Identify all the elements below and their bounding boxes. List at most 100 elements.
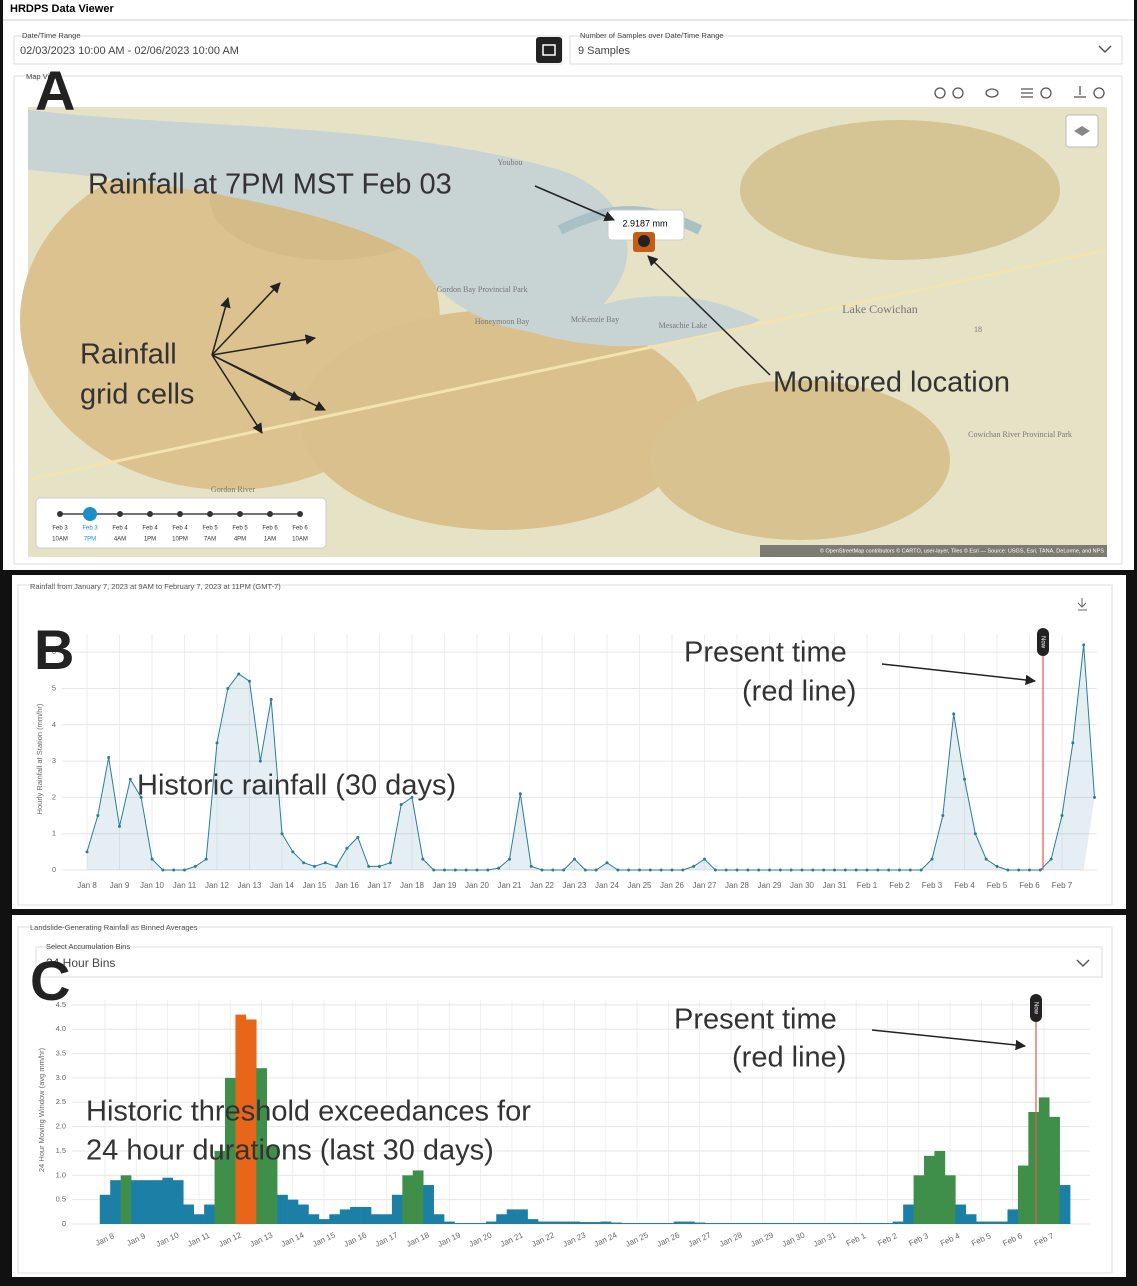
chart-b-panel (12, 575, 1126, 909)
x-tick-label: Jan 20 (465, 881, 490, 890)
bar (537, 1221, 549, 1224)
bar (892, 1221, 904, 1224)
chart-b-frame (17, 584, 1113, 906)
bar (183, 1204, 194, 1224)
annotation: Present time (674, 1004, 837, 1036)
timeline-stop[interactable] (177, 511, 183, 517)
place-label: Gordon River (211, 485, 256, 494)
timeline-stop[interactable] (267, 511, 273, 517)
chart-b: Jan 8 Jan 9 Jan 10 Jan 11 Jan 12 Jan 13 Jan 14… (52, 628, 1097, 890)
place-labels: Youbou Gordon Bay Provincial Park Honeymoo… (211, 158, 1072, 494)
bar (704, 1223, 716, 1224)
point (183, 868, 186, 872)
bar (120, 1175, 132, 1224)
timeline-stops: Feb 3 10AM Feb 3 7PM Feb 4 4AM Feb 4 1PM Feb 4 10… (52, 507, 308, 543)
x-tick-label: Jan 10 (140, 881, 165, 890)
map-toolbar[interactable] (934, 86, 1105, 99)
timeline-label: Feb 4 (142, 526, 158, 532)
timeline-stop[interactable] (117, 511, 123, 517)
x-tick-label: Jan 9 (110, 881, 130, 890)
point (280, 832, 284, 836)
bar (924, 1155, 935, 1224)
timeline-label: 4PM (234, 537, 246, 543)
timeline-stop[interactable] (57, 511, 63, 517)
bins-select[interactable] (35, 946, 1103, 978)
now-label: Now (1039, 636, 1045, 649)
point (778, 868, 782, 872)
bar (172, 1180, 184, 1224)
timeline-stop[interactable] (297, 511, 303, 517)
point (161, 868, 165, 872)
bar (151, 1180, 163, 1224)
point (215, 741, 219, 745)
point (800, 868, 804, 872)
point (540, 868, 544, 872)
point (508, 857, 511, 861)
point (269, 697, 273, 701)
point (659, 868, 663, 872)
point (1093, 795, 1096, 799)
bar (475, 1223, 487, 1224)
bar (433, 1214, 445, 1224)
chart-c: Jan 8 Jan 9 Jan 10 Jan 11 Jan 12 Jan 13 Jan 14… (56, 994, 1090, 1249)
download-icon[interactable] (1077, 598, 1087, 611)
timeline-label: Feb 3 (52, 526, 68, 532)
point (854, 868, 858, 872)
bar (673, 1221, 685, 1224)
timeline-stop[interactable] (207, 511, 213, 517)
bar (611, 1222, 622, 1224)
point (605, 861, 609, 865)
y-tick-label: 3.0 (56, 1073, 66, 1082)
point (984, 857, 988, 861)
point (594, 868, 598, 872)
bar (652, 1223, 664, 1224)
timeline-stop[interactable] (237, 511, 243, 517)
point (995, 864, 999, 868)
annotation: Historic threshold exceedances for (86, 1096, 531, 1128)
bar (350, 1206, 361, 1224)
bar (955, 1204, 967, 1224)
point (172, 868, 176, 872)
bar (193, 1214, 205, 1224)
point (1038, 868, 1042, 872)
bar (746, 1223, 758, 1224)
bar (1059, 1185, 1071, 1224)
panel-letter: B (34, 618, 74, 681)
point (648, 868, 652, 872)
annotation-arrows (211, 185, 771, 434)
chart-title: Landslide-Generating Rainfall as Binned … (30, 923, 198, 932)
bar (913, 1175, 925, 1224)
x-tick-label: Jan 15 (302, 881, 327, 890)
point (887, 868, 891, 872)
samples-select[interactable] (569, 35, 1123, 65)
point (768, 868, 771, 872)
annotation: Rainfall (80, 339, 177, 371)
x-tick-label: Jan 16 (335, 881, 360, 890)
x-tick-label: Jan 22 (530, 881, 555, 890)
bar (454, 1223, 466, 1224)
timeline-label: 1AM (264, 537, 276, 543)
timeline-stop[interactable] (147, 511, 153, 517)
bar (777, 1223, 789, 1224)
point (692, 864, 696, 868)
timeline-label: 1PM (144, 537, 156, 543)
bar (997, 1221, 1008, 1224)
now-label: Now (1032, 1002, 1038, 1015)
bar (715, 1223, 727, 1224)
bar (965, 1214, 977, 1224)
point (356, 835, 360, 839)
timeline-stop[interactable] (83, 507, 97, 521)
calendar-button[interactable] (536, 37, 562, 63)
timeline-label: 4AM (114, 537, 126, 543)
place-label: 18 (974, 325, 982, 334)
x-tick-label: Feb 5 (987, 881, 1008, 890)
point (128, 777, 132, 781)
point (908, 868, 912, 872)
x-tick-label: Jan 23 (562, 881, 587, 890)
point (258, 759, 262, 763)
bar (600, 1221, 612, 1224)
x-tick-label: Jan 28 (725, 881, 750, 890)
point (248, 679, 251, 683)
bar (371, 1214, 382, 1224)
